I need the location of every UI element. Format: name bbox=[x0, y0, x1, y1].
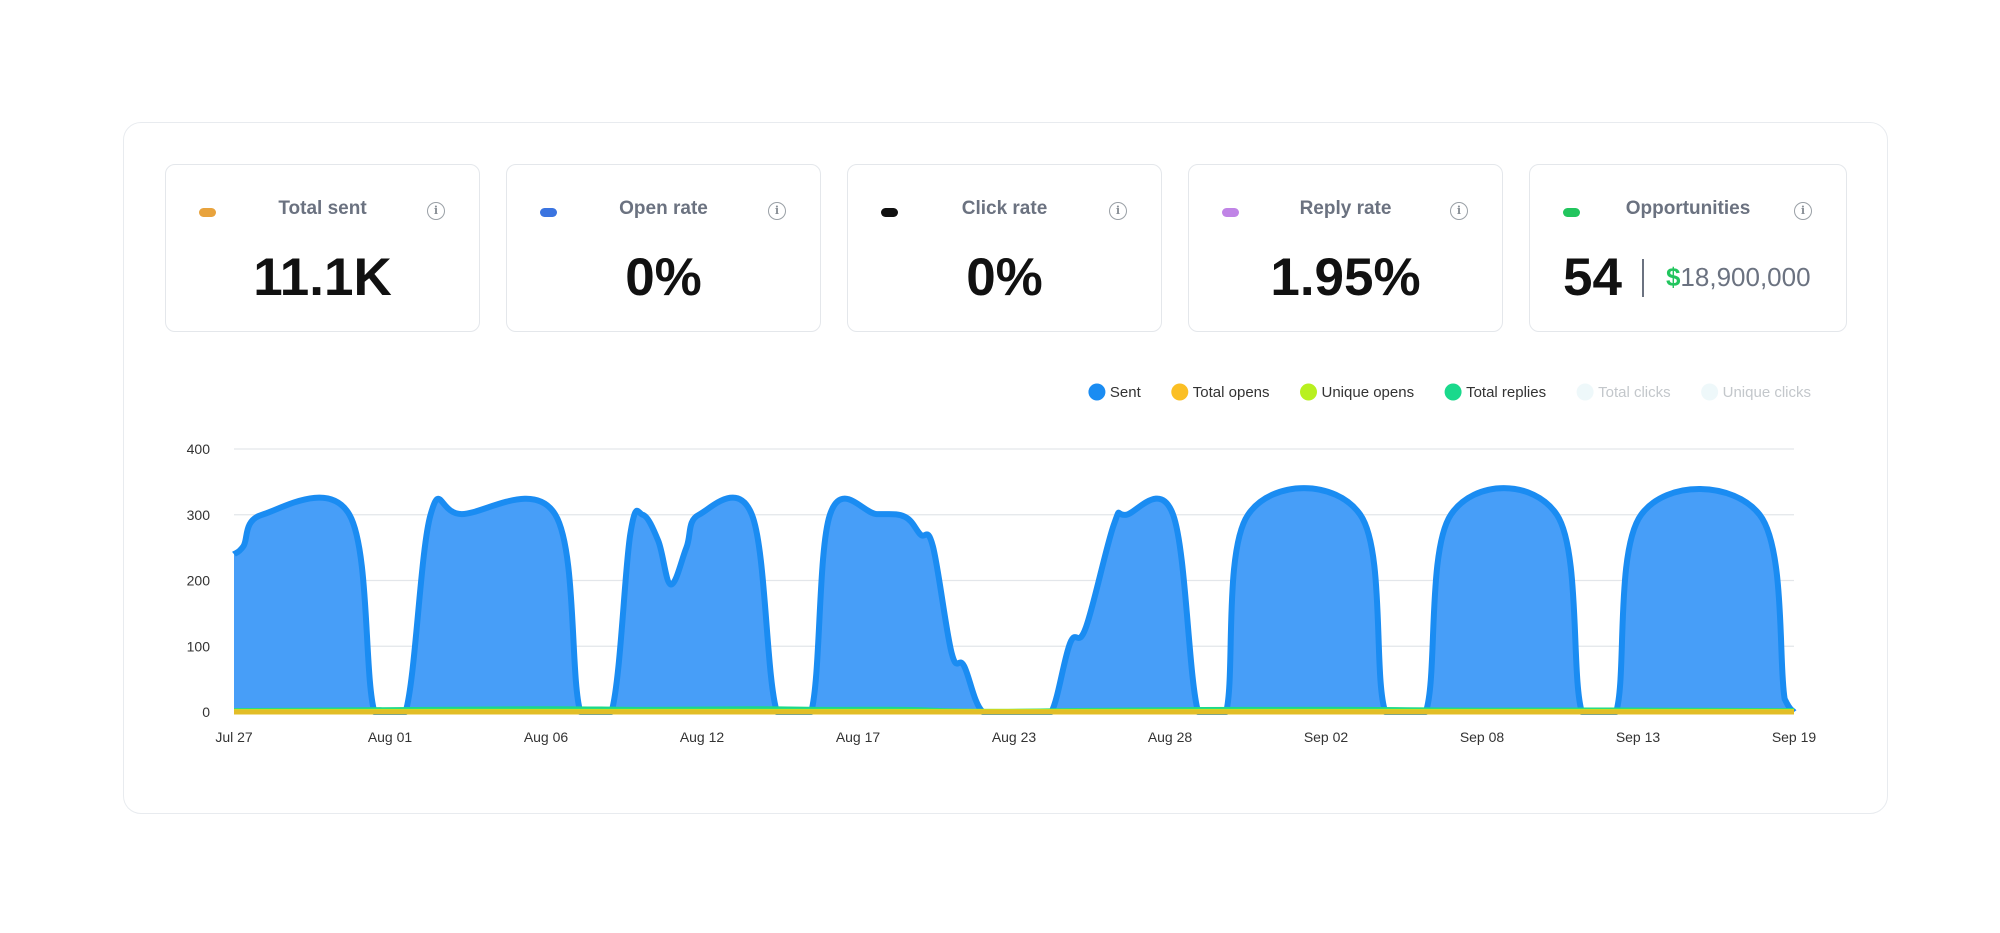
value-divider bbox=[1641, 258, 1644, 297]
chart-legend: Sent Total opens Unique opens Total replies… bbox=[1088, 383, 1811, 402]
info-icon[interactable]: i bbox=[1450, 202, 1468, 220]
legend-label: Total replies bbox=[1466, 384, 1546, 401]
legend-label: Unique clicks bbox=[1723, 384, 1811, 401]
x-axis: Jul 27 Aug 01 Aug 06 Aug 12 Aug 17 Aug 23 Aug … bbox=[215, 729, 1816, 745]
x-tick-label: Jul 27 bbox=[215, 729, 253, 745]
info-icon[interactable]: i bbox=[768, 202, 786, 220]
legend-item-total-opens[interactable]: Total opens bbox=[1171, 383, 1270, 402]
x-tick-label: Sep 02 bbox=[1304, 729, 1349, 745]
legend-item-sent[interactable]: Sent bbox=[1088, 383, 1142, 402]
x-tick-label: Aug 17 bbox=[836, 729, 881, 745]
reply-rate-indicator bbox=[1222, 208, 1239, 217]
stat-cards: Total sent i 11.1K Open rate i 0% Click … bbox=[165, 164, 1847, 332]
legend-label: Total opens bbox=[1193, 384, 1270, 401]
opportunities-value: 54 $18,900,000 bbox=[1563, 247, 1811, 308]
x-tick-label: Aug 01 bbox=[368, 729, 413, 745]
series-area-sent bbox=[234, 488, 1794, 712]
x-tick-label: Sep 19 bbox=[1772, 729, 1817, 745]
y-axis: 0 100 200 300 400 bbox=[187, 441, 211, 720]
x-tick-label: Aug 23 bbox=[992, 729, 1037, 745]
opportunities-indicator bbox=[1563, 208, 1580, 217]
legend-item-unique-opens[interactable]: Unique opens bbox=[1300, 383, 1415, 402]
stat-card-total-sent[interactable]: Total sent i 11.1K bbox=[165, 164, 480, 332]
legend-swatch bbox=[1576, 383, 1594, 401]
stat-card-opportunities[interactable]: Opportunities i 54 $18,900,000 bbox=[1529, 164, 1847, 332]
legend-label: Sent bbox=[1110, 384, 1142, 401]
x-tick-label: Aug 06 bbox=[524, 729, 569, 745]
legend-item-unique-clicks[interactable]: Unique clicks bbox=[1701, 383, 1811, 402]
legend-swatch bbox=[1088, 383, 1106, 401]
series-line-sent bbox=[232, 485, 1797, 715]
opportunities-amount: $18,900,000 bbox=[1666, 262, 1811, 293]
amount-value: 18,900,000 bbox=[1680, 262, 1811, 292]
opportunities-count: 54 bbox=[1563, 248, 1622, 307]
stat-card-title: Opportunities bbox=[1625, 198, 1751, 219]
legend-label: Total clicks bbox=[1598, 384, 1671, 401]
x-tick-label: Sep 13 bbox=[1616, 729, 1661, 745]
stat-card-value: 0% bbox=[625, 248, 702, 307]
y-tick-label: 300 bbox=[187, 507, 211, 523]
click-rate-indicator bbox=[881, 208, 898, 217]
y-tick-label: 200 bbox=[187, 573, 211, 589]
currency-symbol: $ bbox=[1665, 262, 1681, 292]
legend-swatch bbox=[1444, 383, 1462, 401]
legend-swatch bbox=[1300, 383, 1318, 401]
info-icon[interactable]: i bbox=[1794, 202, 1812, 220]
info-icon[interactable]: i bbox=[1109, 202, 1127, 220]
stat-card-reply-rate[interactable]: Reply rate i 1.95% bbox=[1188, 164, 1503, 332]
total-sent-indicator bbox=[199, 208, 216, 217]
y-tick-label: 0 bbox=[202, 704, 210, 720]
y-tick-label: 400 bbox=[187, 441, 211, 457]
legend-item-total-replies[interactable]: Total replies bbox=[1444, 383, 1547, 402]
stat-card-value: 1.95% bbox=[1270, 248, 1421, 307]
stat-card-value: 0% bbox=[966, 248, 1043, 307]
legend-swatch bbox=[1701, 383, 1719, 401]
info-icon[interactable]: i bbox=[427, 202, 445, 220]
legend-label: Unique opens bbox=[1322, 384, 1415, 401]
chart-series bbox=[232, 485, 1797, 715]
stat-card-open-rate[interactable]: Open rate i 0% bbox=[506, 164, 821, 332]
legend-item-total-clicks[interactable]: Total clicks bbox=[1576, 383, 1671, 402]
stat-card-title: Open rate bbox=[619, 198, 708, 219]
x-tick-label: Aug 28 bbox=[1148, 729, 1193, 745]
stat-card-title: Click rate bbox=[961, 198, 1048, 219]
legend-swatch bbox=[1171, 383, 1189, 401]
stat-card-title: Reply rate bbox=[1299, 198, 1392, 219]
stat-card-title: Total sent bbox=[278, 198, 367, 219]
open-rate-indicator bbox=[540, 208, 557, 217]
x-tick-label: Aug 12 bbox=[680, 729, 725, 745]
stat-card-value: 11.1K bbox=[253, 248, 392, 307]
x-tick-label: Sep 08 bbox=[1460, 729, 1505, 745]
y-tick-label: 100 bbox=[187, 638, 211, 654]
stat-card-click-rate[interactable]: Click rate i 0% bbox=[847, 164, 1162, 332]
